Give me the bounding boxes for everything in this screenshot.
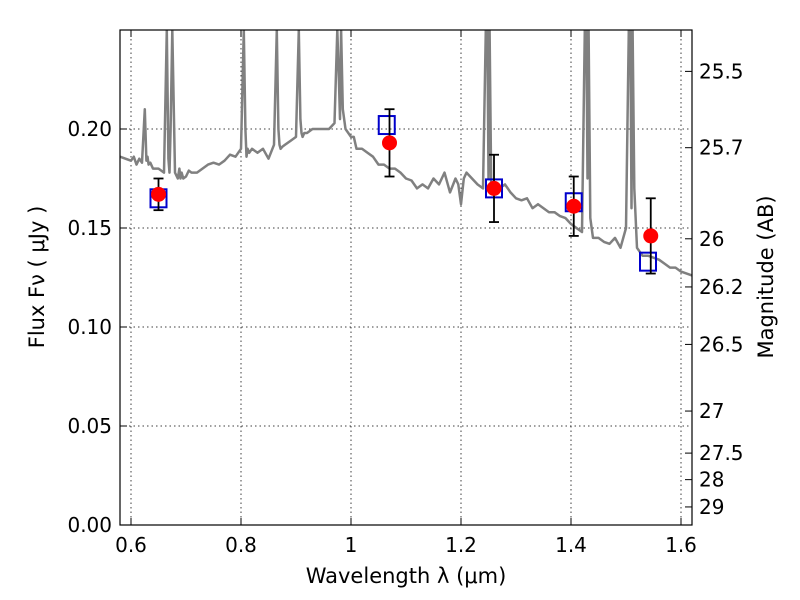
- y-tick-label: 0.15: [67, 216, 112, 240]
- magnitude-tick-labels: 25.5 25.7 26 26.2 26.5 27 27.5 28 29: [699, 59, 744, 519]
- y-tick-label: 0.10: [67, 315, 112, 339]
- magnitude-tick-label: 25.5: [699, 59, 744, 83]
- magnitude-tick-label: 26.5: [699, 332, 744, 356]
- tick-marks: [120, 30, 692, 526]
- observed-flux-point: [566, 198, 582, 214]
- model-photometry-square: [377, 115, 396, 136]
- model-spectrum-line: [120, 30, 692, 277]
- model-photometry-square: [639, 251, 657, 272]
- observed-flux-point: [643, 228, 659, 244]
- grid-lines: [120, 30, 692, 526]
- magnitude-tick-label: 27: [699, 399, 724, 423]
- magnitude-axis-label: Magnitude (AB): [754, 195, 778, 358]
- y-tick-labels: 0.00 0.05 0.10 0.15 0.20: [67, 117, 112, 537]
- data-points-layer: [149, 108, 659, 275]
- x-tick-labels: 0.6 0.8 1 1.2 1.4 1.6: [115, 533, 697, 557]
- model-spectrum-layer: [120, 30, 692, 277]
- magnitude-tick-label: 26: [699, 227, 724, 251]
- x-tick-label: 1.4: [555, 533, 587, 557]
- observed-flux-point: [151, 186, 166, 202]
- y-tick-label: 0.00: [67, 513, 112, 537]
- y-tick-label: 0.20: [67, 117, 112, 141]
- x-axis-label: Wavelength λ (μm): [306, 564, 507, 588]
- magnitude-tick-label: 28: [699, 468, 724, 492]
- plot-frame: [119, 29, 693, 526]
- x-tick-label: 0.6: [115, 533, 147, 557]
- x-tick-label: 1.2: [445, 533, 477, 557]
- magnitude-tick-label: 26.2: [699, 275, 744, 299]
- y-tick-label: 0.05: [67, 414, 112, 438]
- x-tick-label: 1: [345, 533, 358, 557]
- magnitude-tick-label: 25.7: [699, 136, 744, 160]
- y-axis-label: Flux Fν ( μJy ): [25, 206, 49, 349]
- x-tick-label: 1.6: [665, 533, 697, 557]
- observed-flux-point: [382, 135, 397, 151]
- magnitude-tick-label: 29: [699, 495, 724, 519]
- observed-flux-point: [486, 180, 502, 196]
- x-tick-label: 0.8: [225, 533, 257, 557]
- magnitude-tick-label: 27.5: [699, 441, 744, 465]
